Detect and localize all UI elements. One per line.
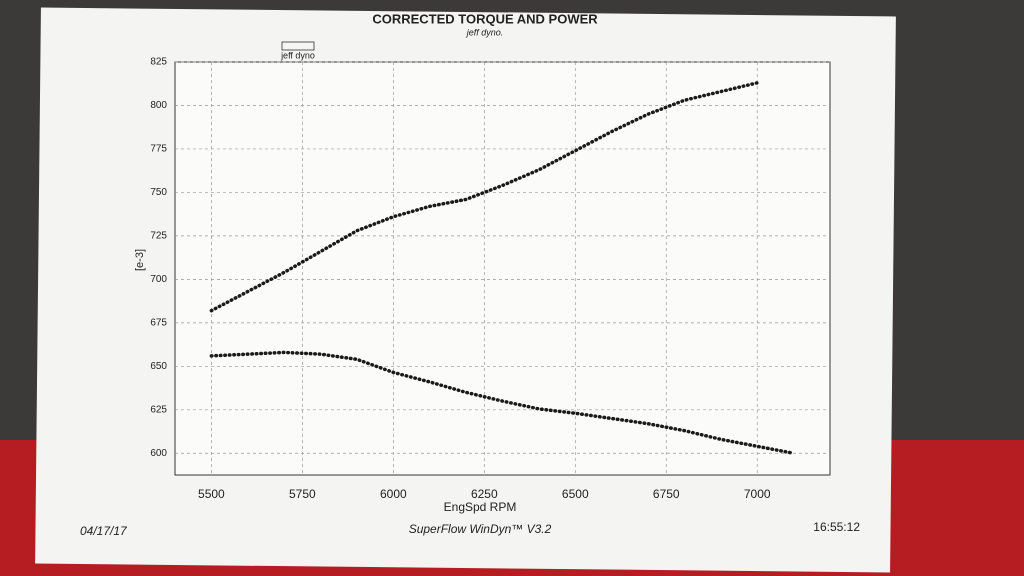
y-tick-label: 825 (150, 57, 167, 68)
x-tick-label: 5750 (289, 487, 316, 501)
x-tick-label: 7000 (744, 487, 771, 501)
series-line (209, 350, 796, 456)
y-tick-label: 725 (150, 231, 167, 242)
plot-area (174, 61, 831, 476)
x-tick-label: 6750 (653, 487, 680, 501)
chart-title: CORRECTED TORQUE AND POWER (372, 11, 598, 26)
y-tick-label: 625 (150, 404, 167, 415)
y-tick-label: 600 (150, 448, 167, 459)
y-tick-label: 800 (150, 100, 167, 111)
y-tick-label: 775 (150, 144, 167, 155)
x-axis-label: EngSpd RPM (444, 500, 517, 514)
footer-software: SuperFlow WinDyn™ V3.2 (409, 522, 552, 536)
y-tick-label: 750 (150, 187, 167, 198)
legend-swatch (281, 41, 315, 51)
chart-subtitle: jeff dyno. (466, 27, 504, 37)
x-tick-label: 6500 (562, 487, 589, 501)
series-line (209, 81, 759, 313)
y-tick-label: 675 (150, 317, 167, 328)
y-tick-label: 650 (150, 361, 167, 372)
footer-date: 04/17/17 (80, 524, 128, 538)
x-tick-label: 6000 (380, 487, 407, 501)
legend-label: jeff dyno (280, 50, 315, 60)
y-tick-label: 700 (150, 274, 167, 285)
x-tick-label: 6250 (471, 487, 498, 501)
footer-time: 16:55:12 (813, 520, 860, 534)
x-tick-label: 5500 (198, 487, 225, 501)
y-axis-label: [e-3] (134, 249, 146, 271)
